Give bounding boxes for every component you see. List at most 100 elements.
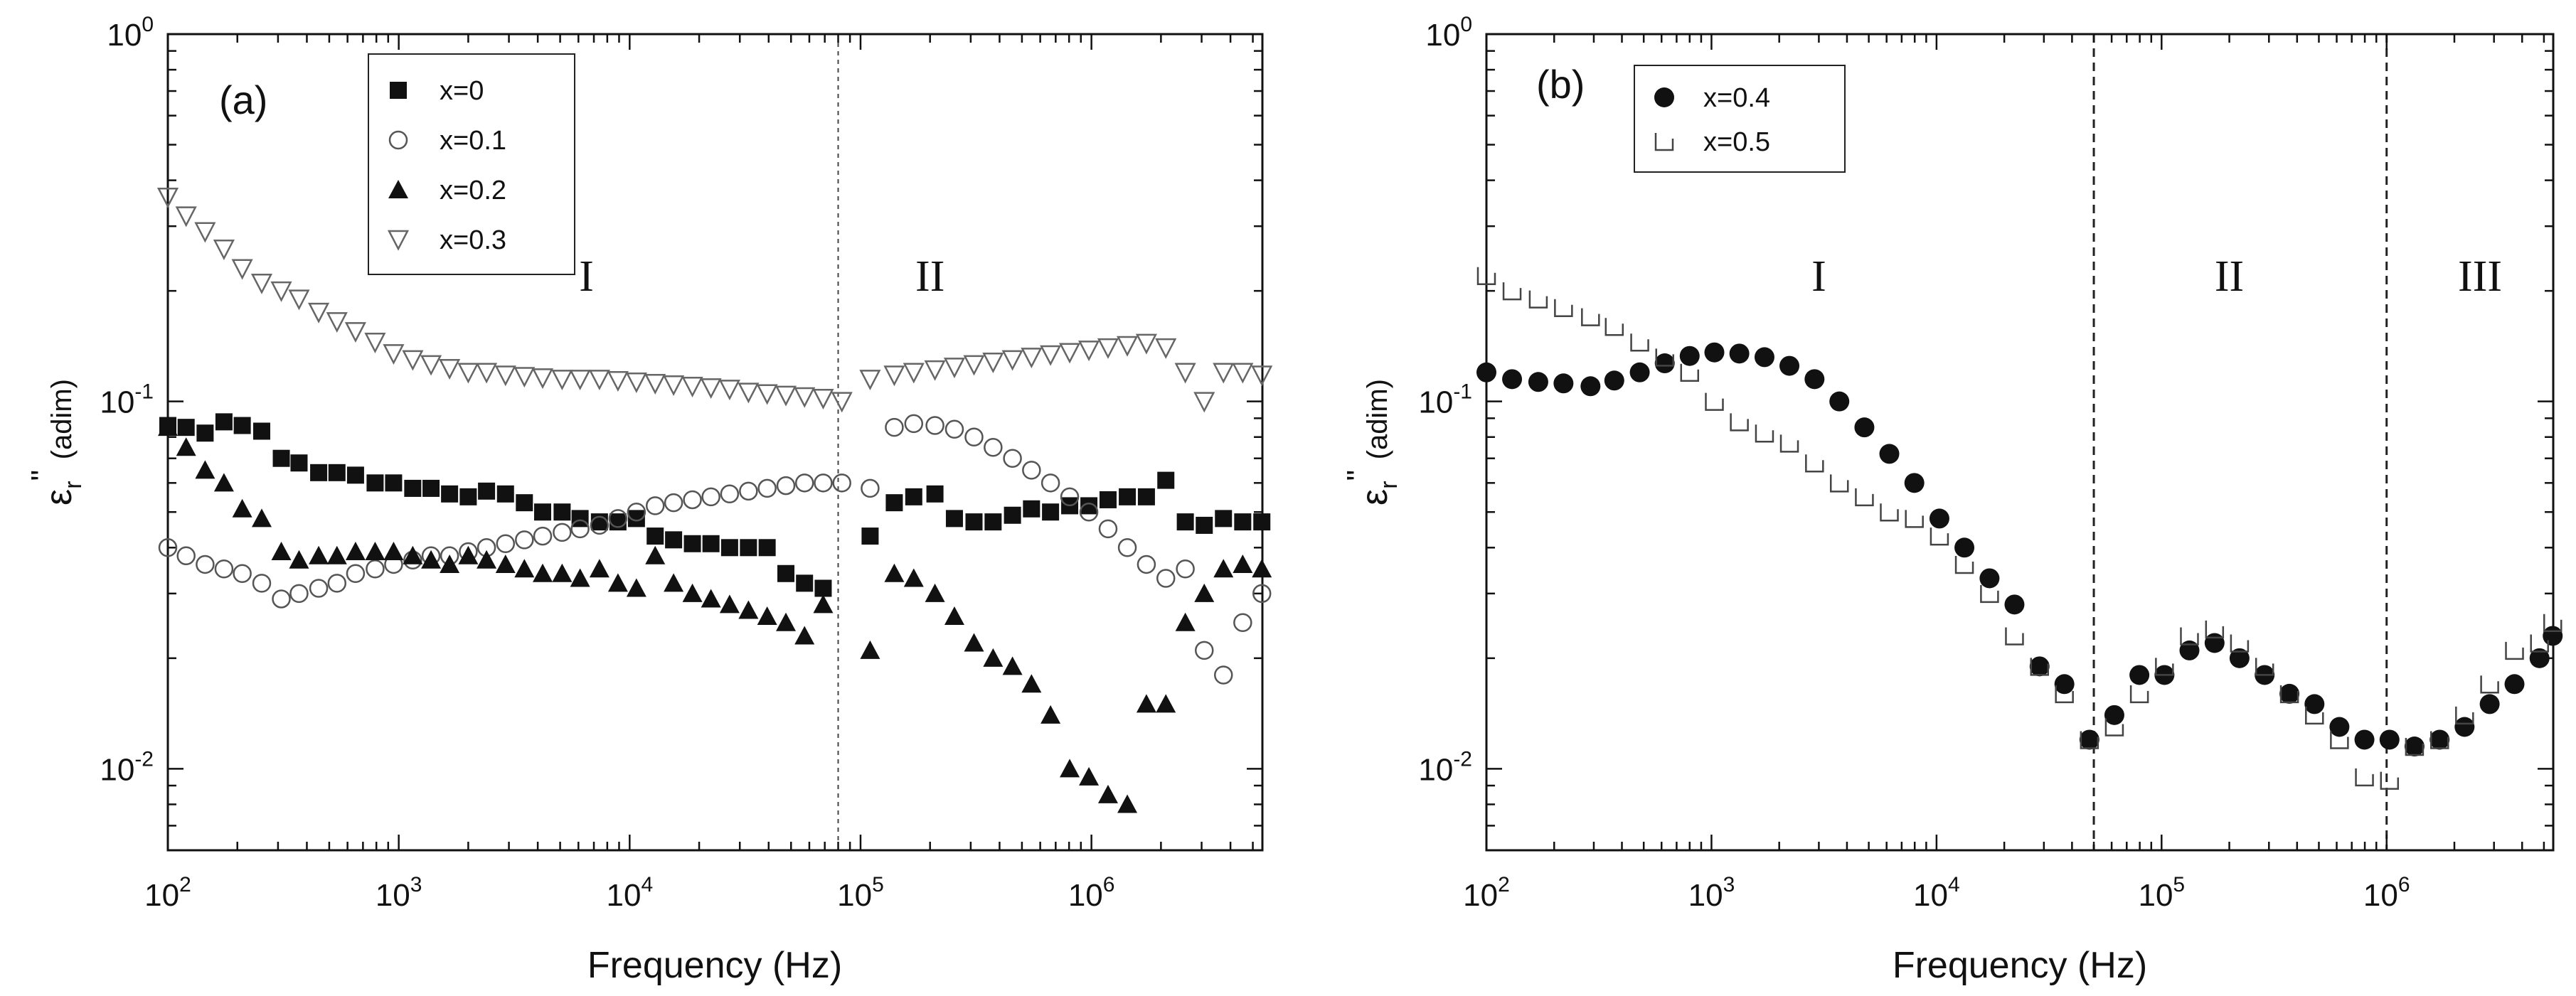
- svg-text:10-2: 10-2: [1418, 747, 1472, 787]
- data-point: [758, 539, 776, 557]
- data-point: [439, 358, 461, 380]
- data-point: [904, 414, 924, 434]
- legend-marker: [388, 180, 408, 198]
- data-point: [494, 365, 516, 387]
- data-point: [885, 417, 904, 437]
- data-point: [346, 466, 364, 484]
- data-point: [2054, 674, 2075, 695]
- data-point: [776, 612, 797, 631]
- data-point: [588, 370, 610, 391]
- data-point: [905, 488, 922, 505]
- x-axis-title: Frequency (Hz): [1893, 945, 2147, 986]
- legend: x=0 x=0.1 x=0.2 x=0.3: [368, 53, 575, 275]
- data-point: [1119, 488, 1137, 505]
- data-point: [252, 422, 270, 440]
- data-point: [2543, 614, 2562, 633]
- data-point: [943, 358, 966, 379]
- x-tick: 104: [606, 873, 653, 913]
- data-point: [2279, 683, 2300, 704]
- data-point: [344, 322, 366, 343]
- legend-item: x=0: [390, 76, 484, 106]
- svg-text:100: 100: [1425, 13, 1472, 53]
- data-point: [534, 503, 552, 521]
- data-point: [1155, 338, 1177, 359]
- data-point: [860, 640, 880, 659]
- data-point: [1213, 363, 1235, 384]
- data-point: [1099, 491, 1117, 508]
- data-point: [664, 573, 684, 592]
- x-axis: 102 103 104 105 106: [1463, 873, 2410, 913]
- data-point: [422, 479, 440, 497]
- data-point: [738, 382, 760, 404]
- data-point: [813, 594, 834, 614]
- data-point: [885, 494, 903, 512]
- data-point: [175, 206, 197, 227]
- data-point: [1954, 537, 1975, 558]
- data-point: [1680, 363, 1700, 382]
- data-point: [366, 559, 385, 579]
- data-point: [2005, 627, 2024, 646]
- data-point: [944, 606, 964, 625]
- data-point: [645, 496, 665, 515]
- data-point: [683, 490, 702, 510]
- data-point: [232, 498, 252, 518]
- data-point: [964, 427, 984, 447]
- data-point: [2080, 731, 2099, 749]
- data-point: [814, 579, 832, 597]
- data-point: [983, 648, 1004, 667]
- data-point: [607, 371, 629, 392]
- data-point: [2330, 731, 2349, 749]
- data-point: [551, 370, 573, 391]
- data-point: [1554, 299, 1573, 318]
- region-label-III: III: [2458, 252, 2502, 301]
- svg-text:105: 105: [837, 873, 884, 913]
- data-point: [570, 568, 590, 587]
- data-point: [251, 508, 272, 528]
- data-point: [1251, 365, 1273, 387]
- data-point: [1193, 392, 1215, 413]
- data-point: [963, 355, 985, 376]
- data-point: [2004, 594, 2025, 615]
- data-point: [514, 559, 535, 578]
- data-point: [215, 413, 233, 431]
- y-axis: 10-2 10-1 100: [1418, 13, 1472, 787]
- data-point: [1604, 318, 1624, 336]
- data-point: [1156, 569, 1176, 588]
- data-point: [1580, 376, 1601, 397]
- data-point: [1136, 694, 1156, 713]
- data-point: [1117, 794, 1138, 813]
- data-point: [682, 583, 703, 602]
- data-point: [1252, 559, 1272, 578]
- y-tick: 100: [1425, 13, 1472, 53]
- data-point: [945, 510, 963, 528]
- data-point: [328, 464, 346, 481]
- y-tick: 10-1: [100, 380, 154, 420]
- data-point: [2480, 675, 2499, 694]
- data-point: [1004, 506, 1021, 524]
- data-point: [1137, 555, 1156, 574]
- y-axis-title: εr" (adim): [1341, 379, 1403, 505]
- data-point: [1581, 308, 1600, 326]
- data-point: [2029, 656, 2050, 677]
- data-point: [1176, 513, 1194, 531]
- data-point: [1097, 338, 1119, 359]
- data-point: [1904, 473, 1925, 493]
- x-tick: 105: [2138, 873, 2185, 913]
- data-point: [2354, 729, 2375, 750]
- data-point: [1729, 343, 1750, 364]
- y-tick: 10-2: [100, 747, 154, 787]
- data-point: [272, 449, 290, 467]
- data-point: [739, 481, 758, 501]
- data-point: [2229, 648, 2250, 668]
- data-point: [1629, 362, 1650, 382]
- data-point: [2305, 706, 2324, 725]
- legend-label: x=0.1: [440, 126, 506, 156]
- data-point: [2205, 620, 2225, 639]
- panel-b: 102 103 104 105 106 10-2 10-1 100 Freque…: [1341, 13, 2563, 986]
- data-point: [2155, 658, 2174, 676]
- legend-item: x=0.4: [1654, 83, 1770, 113]
- data-point: [1805, 454, 1824, 473]
- data-point: [1679, 346, 1700, 366]
- data-point: [1022, 461, 1041, 480]
- data-point: [2279, 685, 2299, 704]
